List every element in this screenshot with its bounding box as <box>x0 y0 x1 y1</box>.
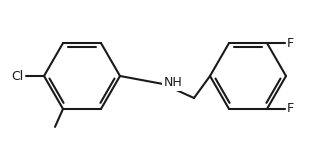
Text: F: F <box>287 37 294 50</box>
Text: Cl: Cl <box>12 69 24 83</box>
Text: F: F <box>287 102 294 115</box>
Text: NH: NH <box>164 76 183 88</box>
